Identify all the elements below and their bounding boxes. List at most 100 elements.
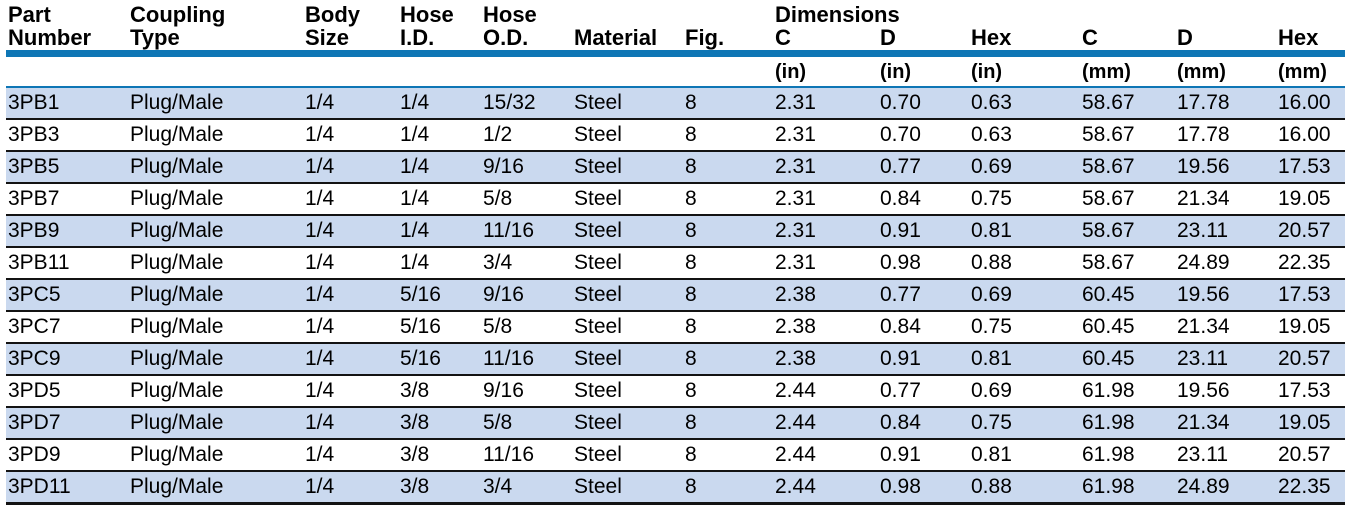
cell-d-in: 0.84	[880, 187, 921, 210]
header-hose-id: Hose I.D.	[400, 3, 483, 49]
cell-hex-in: 0.69	[971, 283, 1012, 306]
cell-hose-od: 5/8	[483, 315, 513, 338]
cell-hex-in: 0.63	[971, 123, 1012, 146]
cell-d-mm: 23.11	[1177, 347, 1228, 370]
cell-part-number: 3PC9	[8, 347, 61, 370]
cell-hose-od: 9/16	[483, 283, 524, 306]
cell-d-in: 0.77	[880, 379, 921, 402]
cell-d-mm: 19.56	[1177, 283, 1230, 306]
table-row: 3PD7 Plug/Male 1/4 3/8 5/8 Steel 8 2.44 0.84 0.75…	[6, 406, 1345, 438]
cell-d-mm: 17.78	[1177, 91, 1230, 114]
cell-d-mm: 17.78	[1177, 123, 1230, 146]
cell-c-in: 2.38	[775, 315, 816, 338]
table-row: 3PB9 Plug/Male 1/4 1/4 11/16 Steel 8 2.31 0.91 0.…	[6, 214, 1345, 246]
cell-c-mm: 58.67	[1082, 155, 1135, 178]
cell-c-mm: 60.45	[1082, 283, 1135, 306]
header-line2: C	[775, 25, 791, 50]
header-line2: O.D.	[483, 25, 529, 50]
cell-d-mm: 23.11	[1177, 219, 1228, 242]
cell-hose-id: 3/8	[400, 443, 430, 466]
cell-c-mm: 61.98	[1082, 443, 1135, 466]
unit-c-mm: (mm)	[1082, 61, 1131, 83]
cell-c-in: 2.44	[775, 475, 816, 498]
cell-part-number: 3PB5	[8, 155, 60, 178]
cell-d-mm: 21.34	[1177, 187, 1230, 210]
cell-hose-od: 1/2	[483, 123, 513, 146]
cell-coupling-type: Plug/Male	[130, 155, 224, 178]
cell-material: Steel	[574, 155, 622, 178]
cell-c-in: 2.31	[775, 219, 816, 242]
header-dimensions-group: Dimensions	[775, 2, 900, 27]
cell-hose-id: 1/4	[400, 91, 430, 114]
cell-hex-mm: 17.53	[1278, 379, 1331, 402]
cell-hex-in: 0.69	[971, 155, 1012, 178]
cell-fig: 8	[685, 187, 697, 210]
cell-fig: 8	[685, 347, 697, 370]
header-row: Part Number Coupling Type Body Size Hose…	[6, 0, 1345, 50]
table-row: 3PC7 Plug/Male 1/4 5/16 5/8 Steel 8 2.38 0.84 0.7…	[6, 310, 1345, 342]
cell-body-size: 1/4	[305, 123, 335, 146]
cell-material: Steel	[574, 91, 622, 114]
table-body: 3PB1 Plug/Male 1/4 1/4 15/32 Steel 8 2.31 0.70 0.…	[6, 86, 1345, 505]
cell-hose-id: 3/8	[400, 379, 430, 402]
cell-fig: 8	[685, 123, 697, 146]
cell-hex-mm: 16.00	[1278, 91, 1331, 114]
header-material: Material	[574, 26, 685, 49]
cell-material: Steel	[574, 251, 622, 274]
cell-coupling-type: Plug/Male	[130, 219, 224, 242]
cell-hose-od: 15/32	[483, 91, 536, 114]
cell-coupling-type: Plug/Male	[130, 91, 224, 114]
cell-hose-od: 11/16	[483, 219, 534, 242]
cell-part-number: 3PB9	[8, 219, 60, 242]
cell-hex-in: 0.63	[971, 91, 1012, 114]
cell-material: Steel	[574, 123, 622, 146]
table-row: 3PD9 Plug/Male 1/4 3/8 11/16 Steel 8 2.44 0.91 0.…	[6, 438, 1345, 470]
cell-body-size: 1/4	[305, 443, 335, 466]
header-line2: Material	[574, 25, 658, 50]
cell-hex-in: 0.81	[971, 219, 1012, 242]
table-row: 3PB3 Plug/Male 1/4 1/4 1/2 Steel 8 2.31 0.70 0.63…	[6, 118, 1345, 150]
header-rule	[6, 50, 1345, 57]
cell-body-size: 1/4	[305, 187, 335, 210]
cell-d-in: 0.98	[880, 251, 921, 274]
cell-d-mm: 21.34	[1177, 411, 1230, 434]
cell-hose-id: 1/4	[400, 219, 430, 242]
cell-c-mm: 58.67	[1082, 187, 1135, 210]
cell-body-size: 1/4	[305, 91, 335, 114]
cell-coupling-type: Plug/Male	[130, 315, 224, 338]
cell-d-in: 0.77	[880, 155, 921, 178]
header-line2: Hex	[1278, 25, 1319, 50]
cell-material: Steel	[574, 187, 622, 210]
cell-hex-mm: 17.53	[1278, 155, 1331, 178]
cell-hex-in: 0.88	[971, 251, 1012, 274]
cell-part-number: 3PB1	[8, 91, 60, 114]
table-row: 3PD5 Plug/Male 1/4 3/8 9/16 Steel 8 2.44 0.77 0.6…	[6, 374, 1345, 406]
header-line2: Fig.	[685, 25, 725, 50]
cell-hex-in: 0.75	[971, 411, 1012, 434]
cell-body-size: 1/4	[305, 347, 335, 370]
cell-hex-mm: 22.35	[1278, 475, 1331, 498]
cell-coupling-type: Plug/Male	[130, 187, 224, 210]
cell-hose-id: 5/16	[400, 315, 441, 338]
cell-fig: 8	[685, 443, 697, 466]
table-row: 3PB7 Plug/Male 1/4 1/4 5/8 Steel 8 2.31 0.84 0.75…	[6, 182, 1345, 214]
cell-hose-id: 5/16	[400, 347, 441, 370]
cell-body-size: 1/4	[305, 155, 335, 178]
cell-d-mm: 23.11	[1177, 443, 1228, 466]
cell-c-mm: 58.67	[1082, 251, 1135, 274]
header-coupling-type: Coupling Type	[130, 3, 305, 49]
table-row: 3PC5 Plug/Male 1/4 5/16 9/16 Steel 8 2.38 0.77 0.…	[6, 278, 1345, 310]
cell-fig: 8	[685, 475, 697, 498]
header-hex-mm: Hex	[1278, 26, 1339, 49]
cell-hex-mm: 19.05	[1278, 315, 1331, 338]
cell-c-in: 2.38	[775, 283, 816, 306]
cell-d-in: 0.91	[880, 219, 921, 242]
cell-hose-od: 11/16	[483, 443, 534, 466]
header-line2: Type	[130, 25, 180, 50]
cell-c-in: 2.44	[775, 411, 816, 434]
cell-c-mm: 60.45	[1082, 347, 1135, 370]
cell-coupling-type: Plug/Male	[130, 123, 224, 146]
cell-c-mm: 58.67	[1082, 91, 1135, 114]
cell-hose-od: 9/16	[483, 155, 524, 178]
cell-hose-id: 5/16	[400, 283, 441, 306]
